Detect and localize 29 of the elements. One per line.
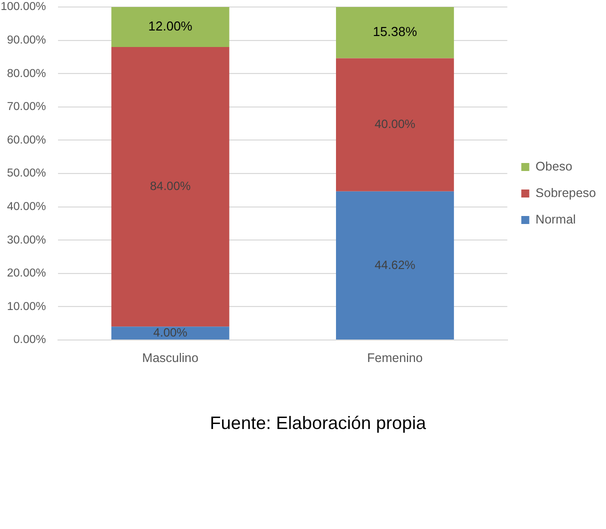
data-label: 12.00% bbox=[148, 18, 193, 34]
data-label: 4.00% bbox=[153, 325, 188, 340]
legend-label: Sobrepeso bbox=[536, 186, 596, 200]
data-label: 44.62% bbox=[374, 258, 416, 272]
data-label: 84.00% bbox=[150, 179, 191, 194]
data-label: 40.00% bbox=[374, 117, 416, 132]
legend-label: Obeso bbox=[536, 159, 572, 174]
y-tick-label: 0.00% bbox=[13, 334, 46, 346]
y-tick-label: 10.00% bbox=[6, 300, 46, 313]
y-tick-label: 70.00% bbox=[6, 101, 46, 114]
x-tick-label: Femenino bbox=[367, 350, 423, 365]
bar bbox=[111, 7, 230, 47]
bar bbox=[111, 46, 230, 327]
y-tick-label: 100.00% bbox=[0, 1, 46, 14]
bar bbox=[111, 326, 230, 340]
bar bbox=[336, 7, 454, 58]
data-label: 15.38% bbox=[372, 24, 418, 40]
legend-label: Normal bbox=[536, 212, 576, 226]
y-tick-label: 50.00% bbox=[6, 168, 46, 180]
source-note: Fuente: Elaboración propia bbox=[210, 413, 426, 434]
y-tick-label: 90.00% bbox=[6, 34, 46, 46]
y-tick-label: 20.00% bbox=[6, 268, 46, 280]
bar bbox=[336, 191, 454, 340]
y-tick-label: 80.00% bbox=[6, 68, 46, 80]
y-tick-label: 30.00% bbox=[6, 234, 46, 246]
y-tick-label: 40.00% bbox=[6, 200, 46, 213]
bar bbox=[336, 58, 454, 192]
x-tick-label: Masculino bbox=[142, 350, 199, 365]
y-tick-label: 60.00% bbox=[6, 134, 46, 146]
